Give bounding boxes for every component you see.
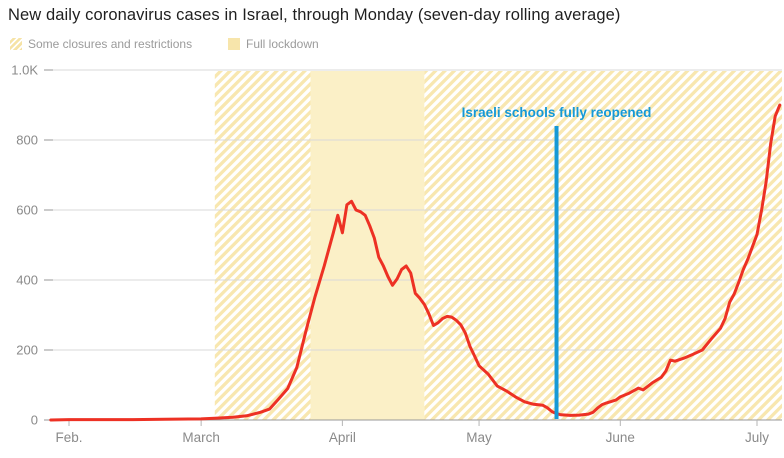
svg-text:1.0K: 1.0K [11, 63, 38, 78]
legend-label-some-closures: Some closures and restrictions [28, 37, 193, 51]
cases-line [49, 103, 782, 422]
x-axis: Feb. March April May June July [55, 420, 769, 445]
band-some-closures-1 [214, 71, 311, 420]
svg-text:600: 600 [16, 203, 38, 218]
svg-text:400: 400 [16, 273, 38, 288]
svg-text:0: 0 [31, 413, 38, 428]
policy-bands [214, 71, 782, 420]
hatched-swatch-icon [10, 38, 22, 50]
svg-text:March: March [182, 430, 220, 445]
svg-text:July: July [745, 430, 769, 445]
band-full-lockdown [310, 71, 425, 420]
svg-text:May: May [466, 430, 492, 445]
solid-swatch-icon [228, 38, 240, 50]
band-some-closures-2 [424, 71, 782, 420]
gridlines: 0 200 400 600 800 1.0K [11, 63, 782, 428]
svg-text:Feb.: Feb. [55, 430, 82, 445]
svg-text:June: June [606, 430, 635, 445]
svg-text:200: 200 [16, 343, 38, 358]
event-annotation-label: Israeli schools fully reopened [461, 105, 652, 120]
chart-title: New daily coronavirus cases in Israel, t… [8, 6, 621, 24]
legend-item-some-closures: Some closures and restrictions [10, 37, 192, 51]
legend-item-full-lockdown: Full lockdown [228, 37, 319, 51]
svg-text:800: 800 [16, 133, 38, 148]
legend-label-full-lockdown: Full lockdown [246, 37, 319, 51]
svg-text:April: April [329, 430, 356, 445]
